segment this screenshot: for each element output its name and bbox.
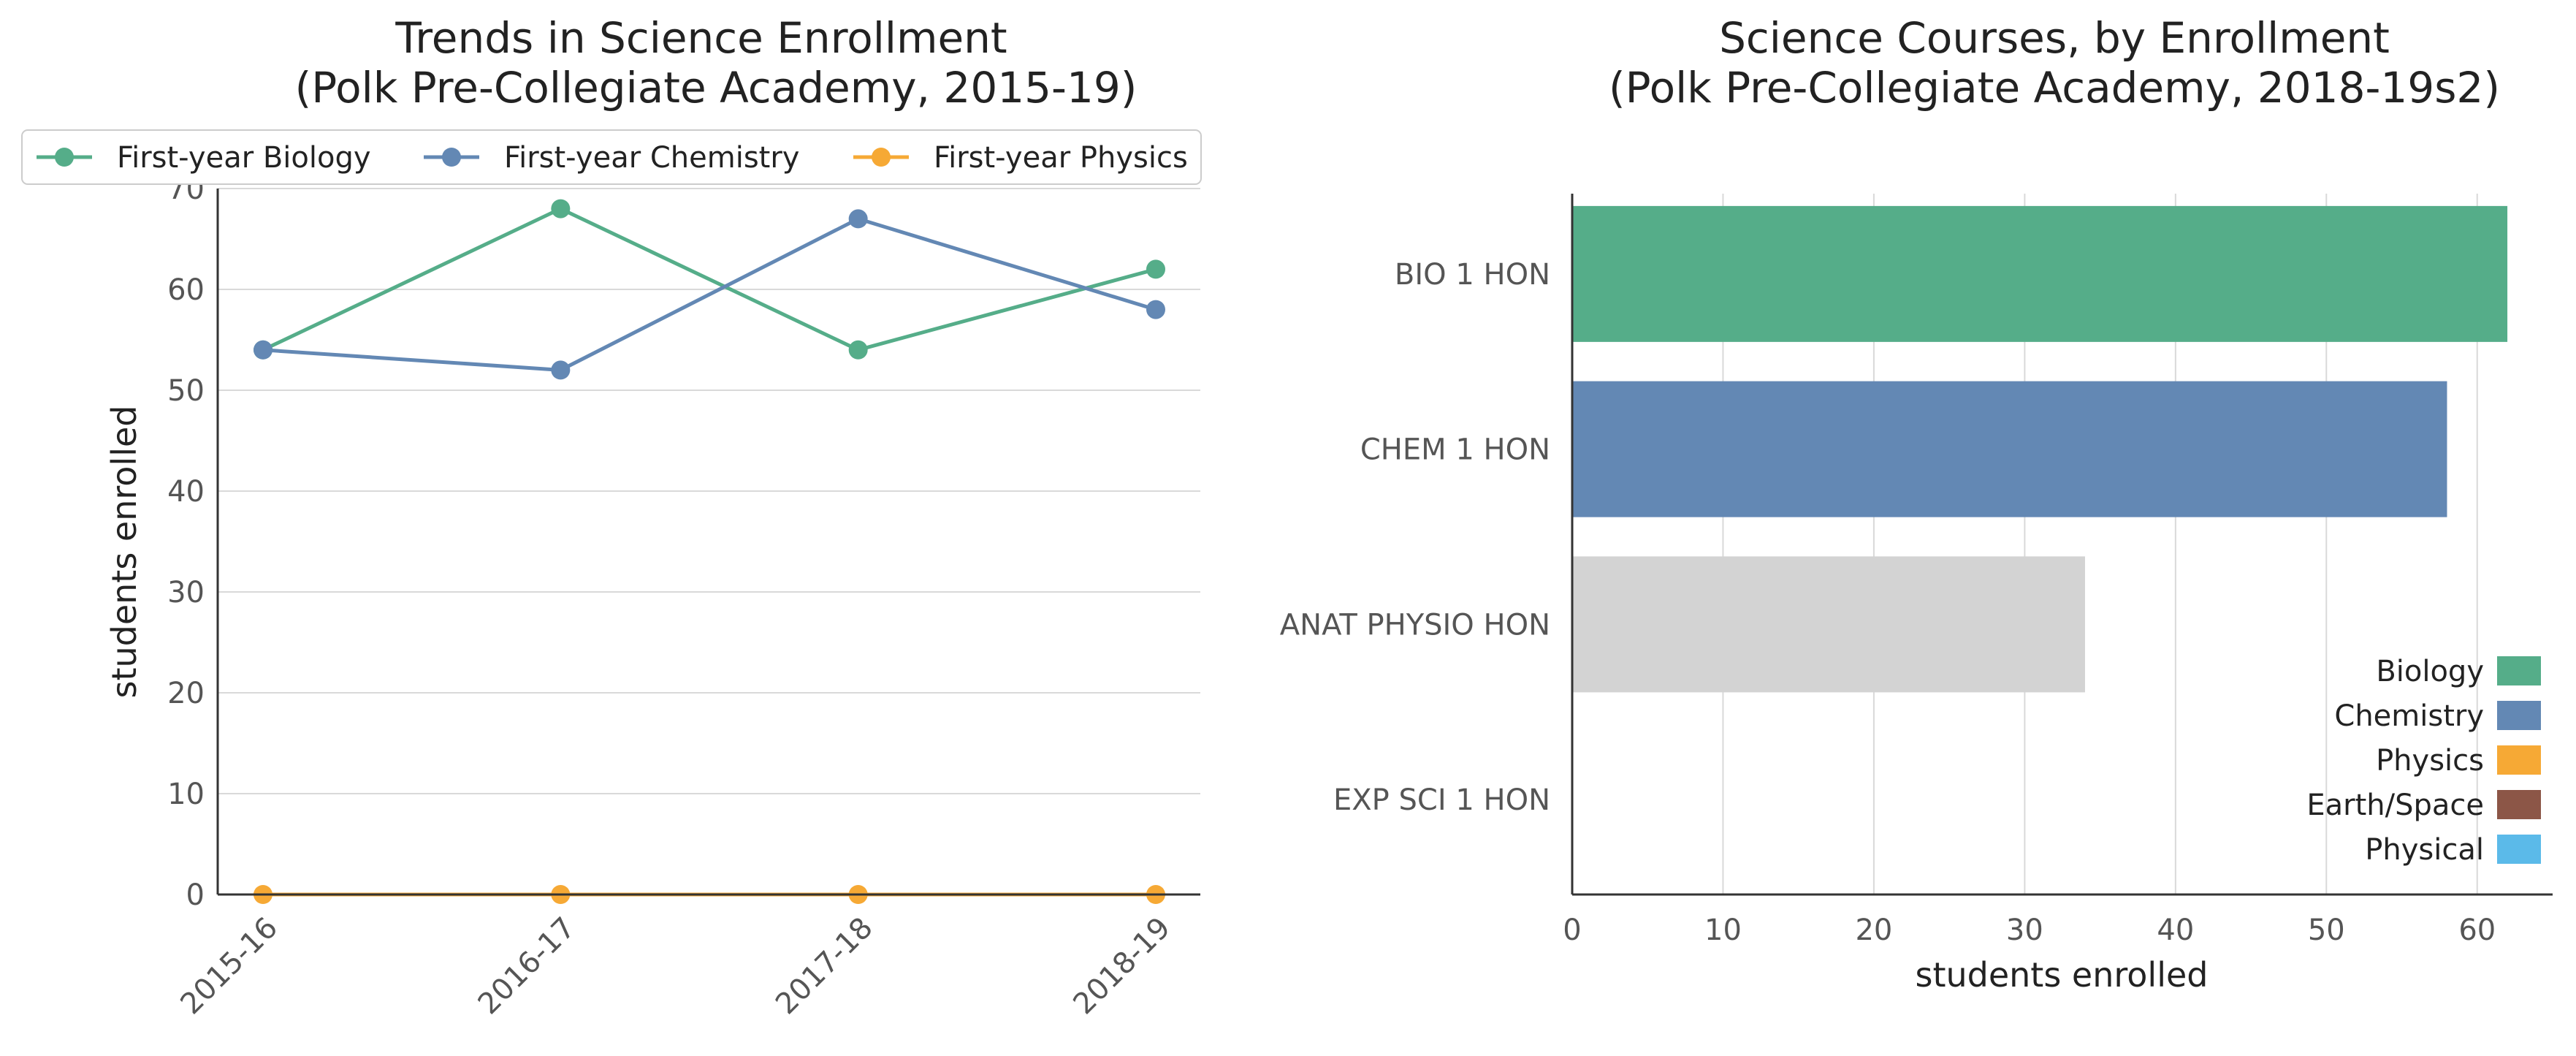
line-chart-axes bbox=[216, 189, 1200, 896]
bar-chart-x-ticks: 0 10 20 30 40 50 60 bbox=[1563, 913, 2496, 947]
legend-item: First-year Physics bbox=[853, 141, 1188, 175]
line-chart-gridlines bbox=[218, 188, 1200, 794]
legend-item: Biology bbox=[2376, 655, 2541, 688]
y-tick-label: 20 bbox=[167, 677, 205, 710]
data-point bbox=[1146, 259, 1165, 279]
legend-swatch bbox=[2497, 701, 2541, 730]
y-tick-label: 0 bbox=[186, 878, 205, 912]
legend-swatch bbox=[2497, 790, 2541, 819]
bar-chart-title-line1: Science Courses, by Enrollment bbox=[1719, 13, 2390, 63]
category-label: ANAT PHYSIO HON bbox=[1280, 608, 1550, 642]
bar-chart-axes bbox=[1571, 194, 2553, 896]
x-tick-label: 50 bbox=[2308, 913, 2345, 947]
bar-chart-legend: Biology Chemistry Physics Earth/Space Physic… bbox=[2306, 655, 2541, 867]
category-label: EXP SCI 1 HON bbox=[1333, 783, 1550, 817]
line-chart-x-ticks: 2015-16 2016-17 2017-18 2018-19 bbox=[174, 911, 1177, 1022]
bar-chart: Science Courses, by Enrollment (Polk Pre… bbox=[1280, 13, 2553, 995]
legend-label: First-year Biology bbox=[117, 141, 371, 175]
data-point bbox=[848, 340, 868, 360]
x-tick-label: 60 bbox=[2458, 913, 2496, 947]
x-tick-label: 2017-18 bbox=[769, 911, 880, 1022]
line-chart-series bbox=[254, 199, 1165, 904]
legend-item: First-year Chemistry bbox=[424, 141, 799, 175]
category-label: BIO 1 HON bbox=[1395, 258, 1550, 292]
x-tick-label: 10 bbox=[1704, 913, 1742, 947]
y-tick-label: 60 bbox=[167, 273, 205, 307]
x-tick-label: 2016-17 bbox=[472, 911, 582, 1022]
bar bbox=[1572, 556, 2085, 693]
bar-chart-bars bbox=[1572, 205, 2508, 693]
legend-marker bbox=[55, 148, 74, 167]
data-point bbox=[551, 199, 571, 219]
legend-label: First-year Physics bbox=[934, 141, 1188, 175]
legend-swatch bbox=[2497, 656, 2541, 685]
data-point bbox=[551, 360, 571, 380]
legend-swatch bbox=[2497, 835, 2541, 864]
legend-item: Chemistry bbox=[2334, 699, 2541, 733]
bar-chart-category-labels: BIO 1 HON CHEM 1 HON ANAT PHYSIO HON EXP SC… bbox=[1280, 258, 1550, 817]
x-tick-label: 20 bbox=[1855, 913, 1892, 947]
data-point bbox=[848, 209, 868, 229]
bar bbox=[1572, 205, 2508, 342]
legend-label: First-year Chemistry bbox=[504, 141, 799, 175]
bar bbox=[1572, 381, 2447, 517]
legend-item: First-year Biology bbox=[37, 141, 371, 175]
legend-item: Physical bbox=[2365, 833, 2541, 867]
x-tick-label: 2018-19 bbox=[1067, 911, 1177, 1022]
legend-label: Physical bbox=[2365, 833, 2484, 867]
series-line bbox=[262, 206, 1156, 352]
legend-label: Physics bbox=[2376, 744, 2484, 778]
y-tick-label: 10 bbox=[167, 778, 205, 811]
legend-marker bbox=[872, 148, 891, 167]
legend-label: Chemistry bbox=[2334, 699, 2484, 733]
bar-chart-title-line2: (Polk Pre-Collegiate Academy, 2018-19s2) bbox=[1609, 63, 2500, 113]
y-tick-label: 50 bbox=[167, 374, 205, 408]
x-tick-label: 0 bbox=[1563, 913, 1581, 947]
bar-chart-x-axis-label: students enrolled bbox=[1916, 955, 2209, 995]
line-chart: Trends in Science Enrollment (Polk Pre-C… bbox=[21, 13, 1202, 1022]
legend-item: Physics bbox=[2376, 744, 2541, 778]
line-chart-legend: First-year Biology First-year Chemistry Fi… bbox=[21, 129, 1202, 185]
y-tick-label: 40 bbox=[167, 475, 205, 509]
series-line bbox=[262, 216, 1156, 372]
data-point bbox=[1146, 300, 1165, 319]
line-chart-title-line1: Trends in Science Enrollment bbox=[395, 13, 1007, 63]
legend-label: Earth/Space bbox=[2306, 789, 2484, 822]
x-tick-label: 40 bbox=[2157, 913, 2194, 947]
x-tick-label: 2015-16 bbox=[174, 911, 284, 1022]
y-tick-label: 30 bbox=[167, 576, 205, 609]
legend-frame bbox=[21, 129, 1202, 185]
line-chart-y-axis-label: students enrolled bbox=[104, 406, 144, 699]
legend-swatch bbox=[2497, 745, 2541, 775]
data-point bbox=[254, 340, 273, 360]
legend-label: Biology bbox=[2376, 655, 2484, 688]
line-chart-title-line2: (Polk Pre-Collegiate Academy, 2015-19) bbox=[295, 63, 1138, 113]
x-tick-label: 30 bbox=[2006, 913, 2043, 947]
series-first-year-biology bbox=[254, 199, 1165, 360]
legend-item: Earth/Space bbox=[2306, 789, 2541, 822]
legend-marker bbox=[442, 148, 461, 167]
category-label: CHEM 1 HON bbox=[1360, 433, 1550, 467]
series-first-year-chemistry bbox=[254, 209, 1165, 380]
